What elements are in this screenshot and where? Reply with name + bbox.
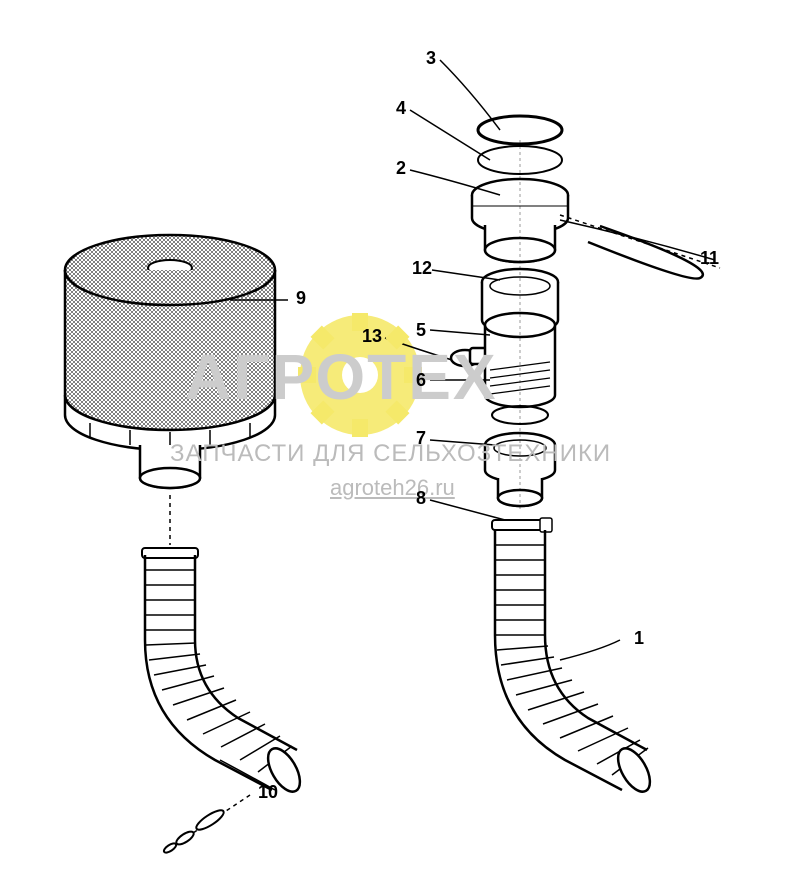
watermark-subtitle: ЗАПЧАСТИ ДЛЯ СЕЛЬХОЗТЕХНИКИ xyxy=(170,440,611,468)
callout-13: 13 xyxy=(362,326,382,347)
part-1-hose xyxy=(495,530,656,797)
callout-4: 4 xyxy=(396,98,406,119)
callout-1: 1 xyxy=(634,628,644,649)
callout-12: 12 xyxy=(412,258,432,279)
callout-9: 9 xyxy=(296,288,306,309)
callout-3: 3 xyxy=(426,48,436,69)
callout-leaders xyxy=(220,60,715,790)
part-6-oring xyxy=(492,406,548,424)
callout-7: 7 xyxy=(416,428,426,449)
callout-6: 6 xyxy=(416,370,426,391)
part-3-oring xyxy=(478,116,562,144)
callout-11: 11 xyxy=(700,248,719,269)
part-8-clamp xyxy=(492,518,552,532)
callout-5: 5 xyxy=(416,320,426,341)
callout-2: 2 xyxy=(396,158,406,179)
part-11-clip xyxy=(560,215,720,279)
part-left-hose xyxy=(142,548,306,797)
watermark-url: agroteh26.ru xyxy=(330,475,455,501)
diagram-container: АГРОТЕХ ЗАПЧАСТИ ДЛЯ СЕЛЬХОЗТЕХНИКИ agro… xyxy=(0,0,800,880)
part-10-clip xyxy=(162,795,250,854)
watermark-logo-text: АГРОТЕХ xyxy=(185,340,498,414)
callout-10: 10 xyxy=(258,782,278,803)
callout-8: 8 xyxy=(416,488,426,509)
